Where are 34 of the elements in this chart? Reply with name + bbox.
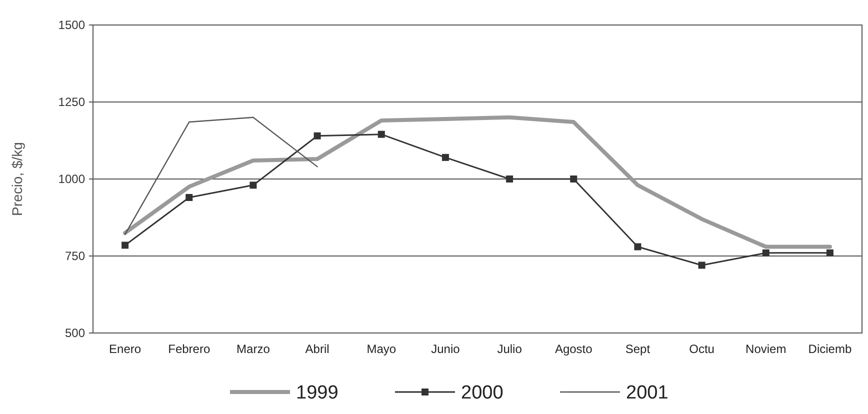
x-tick-label: Febrero: [168, 342, 210, 356]
y-axis-title: Precio, $/kg: [9, 142, 25, 216]
point: [378, 130, 385, 138]
point: [186, 194, 193, 201]
x-tick-label: Mayo: [366, 342, 396, 356]
legend-label: 2000: [461, 382, 504, 404]
legend-label: 2001: [626, 382, 668, 404]
x-tick-label: Agosto: [554, 342, 593, 356]
x-tick-label: Abril: [305, 342, 330, 356]
point: [314, 132, 321, 140]
line-series: [123, 115, 832, 249]
y-tick-label: 1000: [58, 172, 86, 186]
point: [442, 154, 449, 161]
x-tick-label: Julio: [497, 342, 522, 356]
point: [762, 249, 770, 256]
x-tick-label: Marzo: [236, 342, 270, 356]
x-tick-label: Junio: [431, 342, 460, 356]
point: [698, 262, 706, 269]
point: [826, 249, 834, 256]
legend-label: 1999: [296, 382, 338, 404]
y-tick-label: 500: [64, 326, 86, 340]
point: [634, 243, 642, 250]
point: [506, 176, 514, 182]
y-tick-label: 1250: [58, 95, 86, 110]
x-tick-label: Octu: [689, 342, 714, 356]
point: [250, 182, 257, 189]
x-tick-label: Diciemb: [808, 342, 852, 356]
point: [570, 176, 578, 182]
point: [122, 242, 129, 249]
x-tick-label: Enero: [109, 342, 142, 356]
x-tick-label: Noviem: [746, 342, 786, 356]
y-tick-label: 1500: [58, 18, 86, 32]
x-tick-label: Sept: [625, 342, 651, 356]
y-tick-label: 750: [64, 249, 86, 264]
